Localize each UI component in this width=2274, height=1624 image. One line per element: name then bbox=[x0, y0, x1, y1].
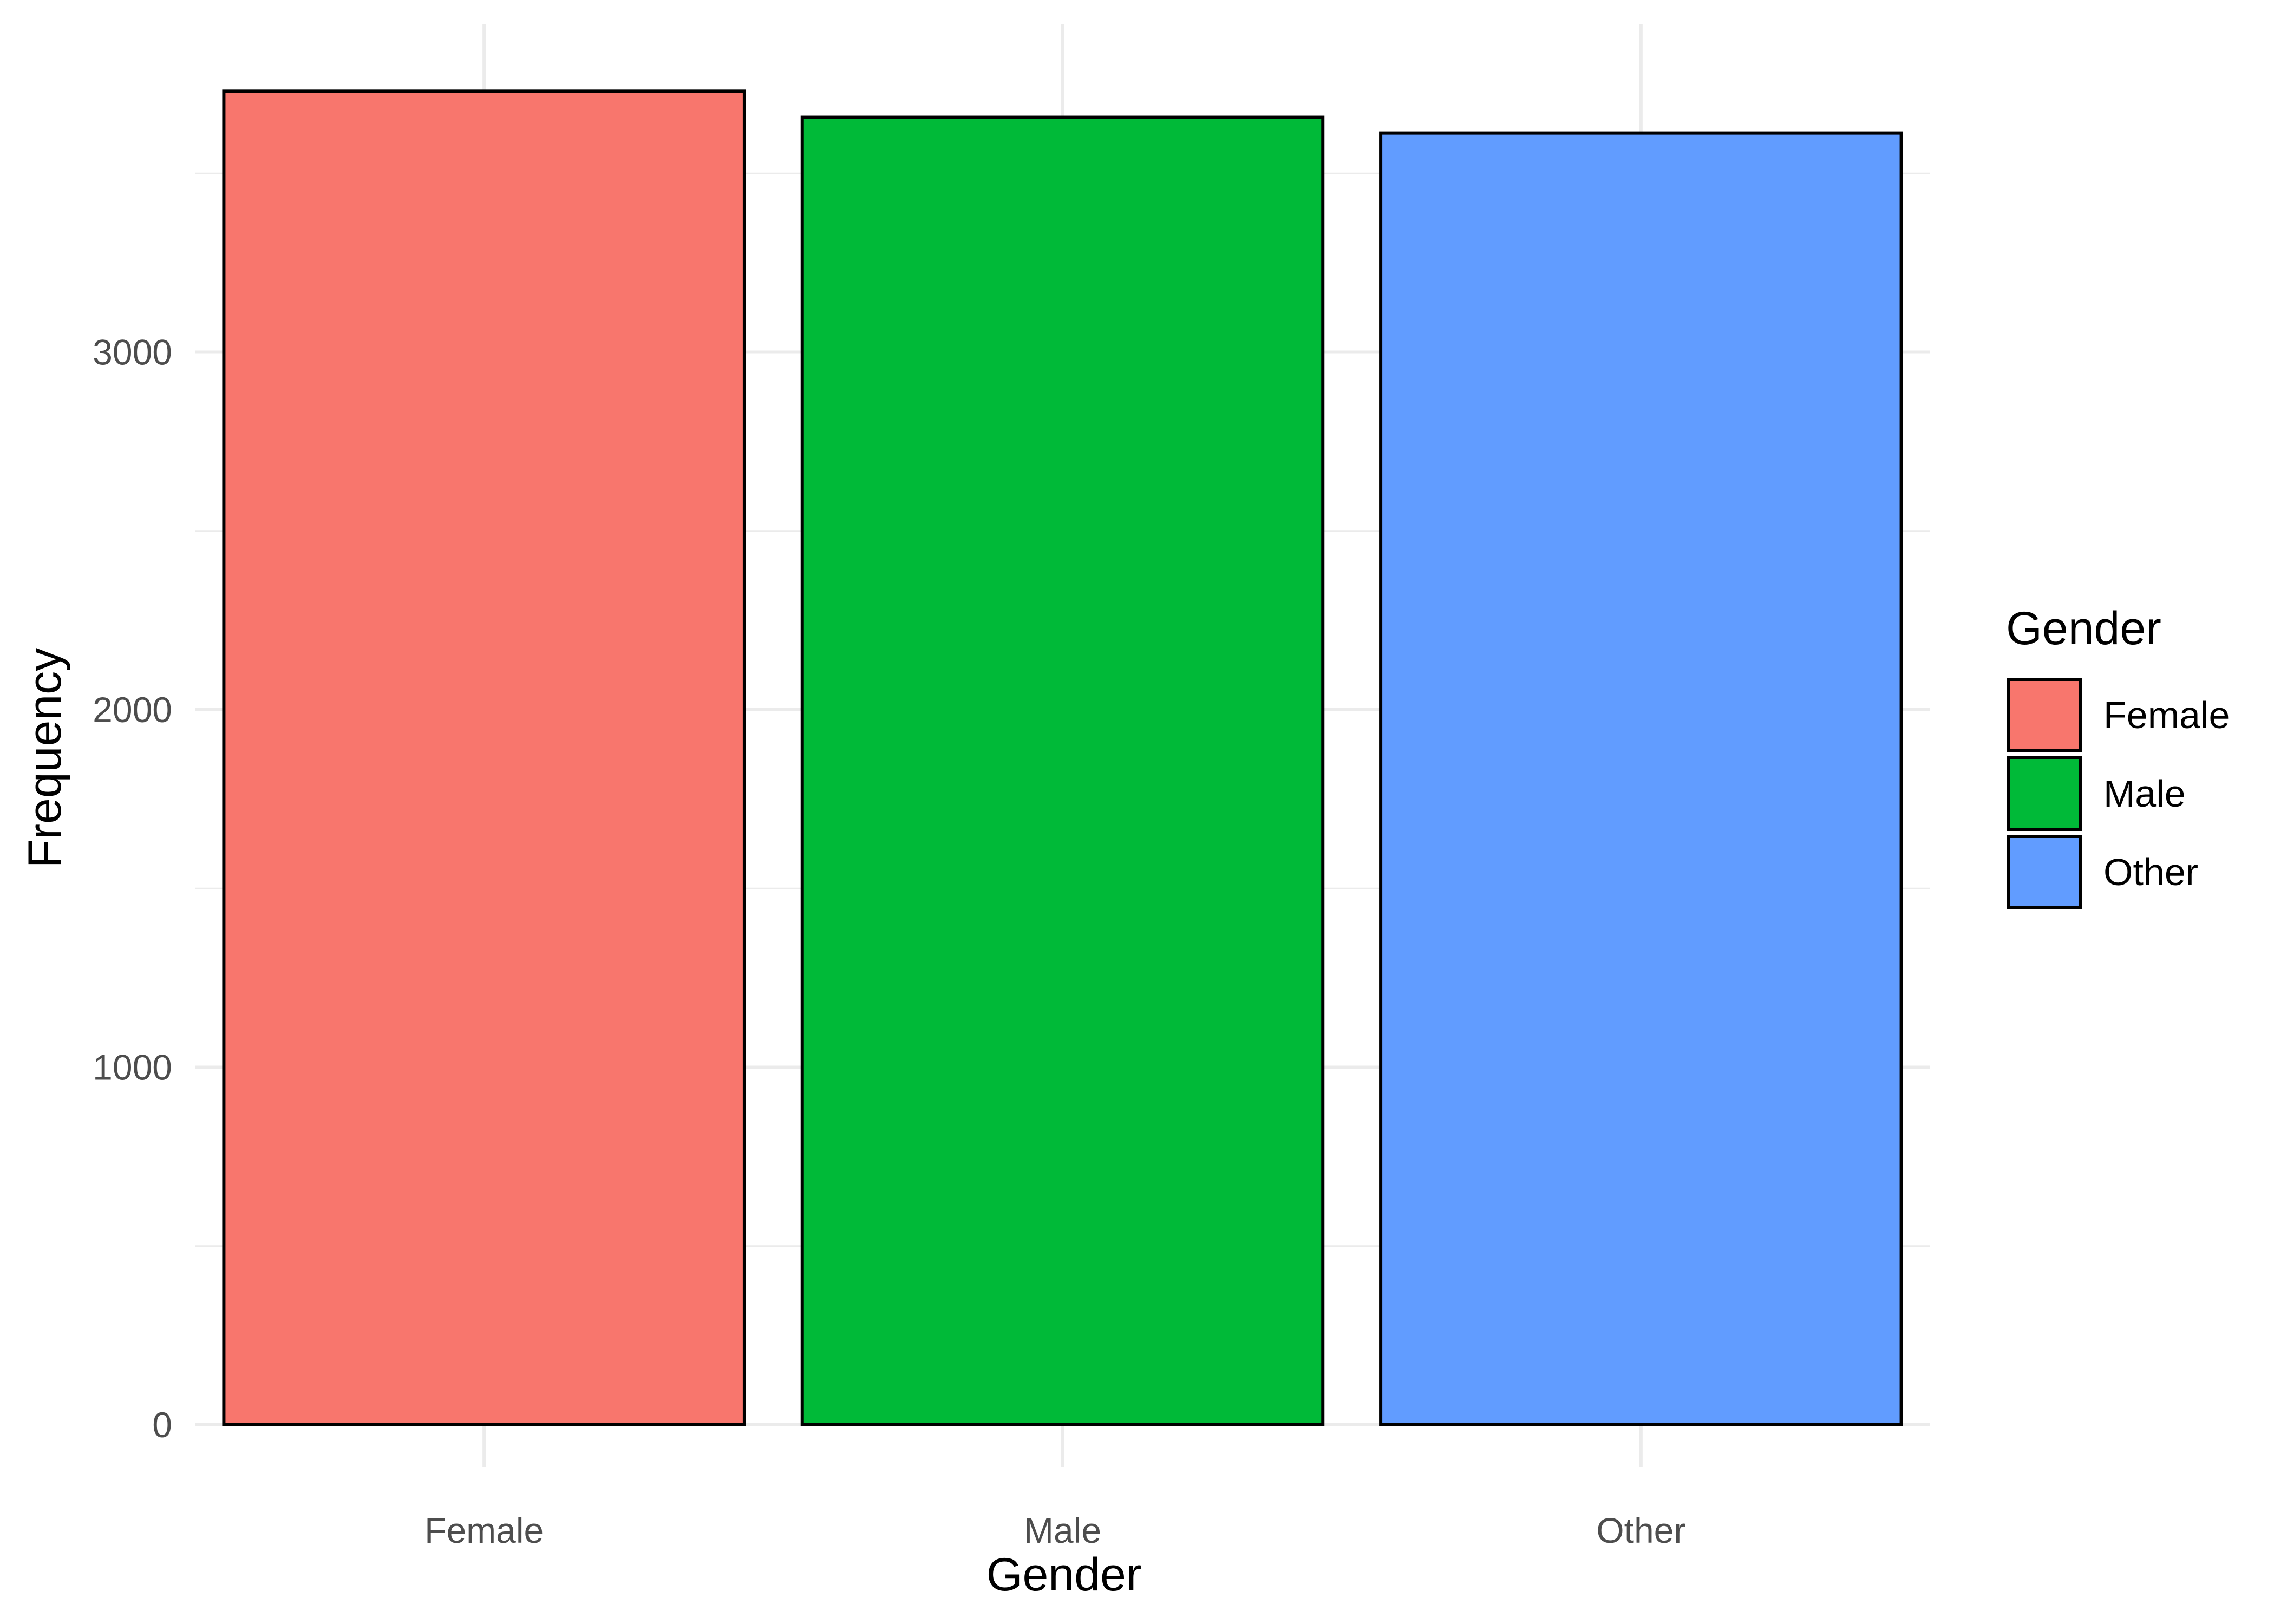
x-tick-label: Female bbox=[424, 1510, 544, 1550]
bar-female bbox=[222, 89, 746, 1427]
y-tick-label: 1000 bbox=[93, 1047, 172, 1088]
y-axis-ticks: 0 1000 2000 3000 bbox=[93, 332, 172, 1445]
bar-other bbox=[1379, 131, 1903, 1426]
y-tick-label: 0 bbox=[152, 1405, 172, 1445]
legend-items: Female Male Other bbox=[2007, 678, 2230, 909]
x-axis-ticks: Female Male Other bbox=[424, 1510, 1685, 1550]
x-axis-title: Gender bbox=[986, 1549, 1142, 1601]
y-axis-title: Frequency bbox=[19, 648, 71, 868]
legend-label-female: Female bbox=[2103, 694, 2230, 736]
y-tick-label: 3000 bbox=[93, 332, 172, 372]
legend-label-other: Other bbox=[2103, 851, 2198, 893]
legend: Gender Female Male Other bbox=[2006, 603, 2230, 909]
x-tick-label: Other bbox=[1596, 1510, 1685, 1550]
y-tick-label: 2000 bbox=[93, 690, 172, 730]
legend-swatch-female bbox=[2007, 678, 2082, 752]
legend-label-male: Male bbox=[2103, 772, 2186, 815]
legend-title: Gender bbox=[2006, 603, 2161, 654]
bars-layer bbox=[222, 89, 1903, 1427]
x-tick-label: Male bbox=[1024, 1510, 1101, 1550]
bar-male bbox=[800, 115, 1325, 1426]
legend-swatch-other bbox=[2007, 835, 2082, 909]
legend-swatch-male bbox=[2007, 756, 2082, 831]
